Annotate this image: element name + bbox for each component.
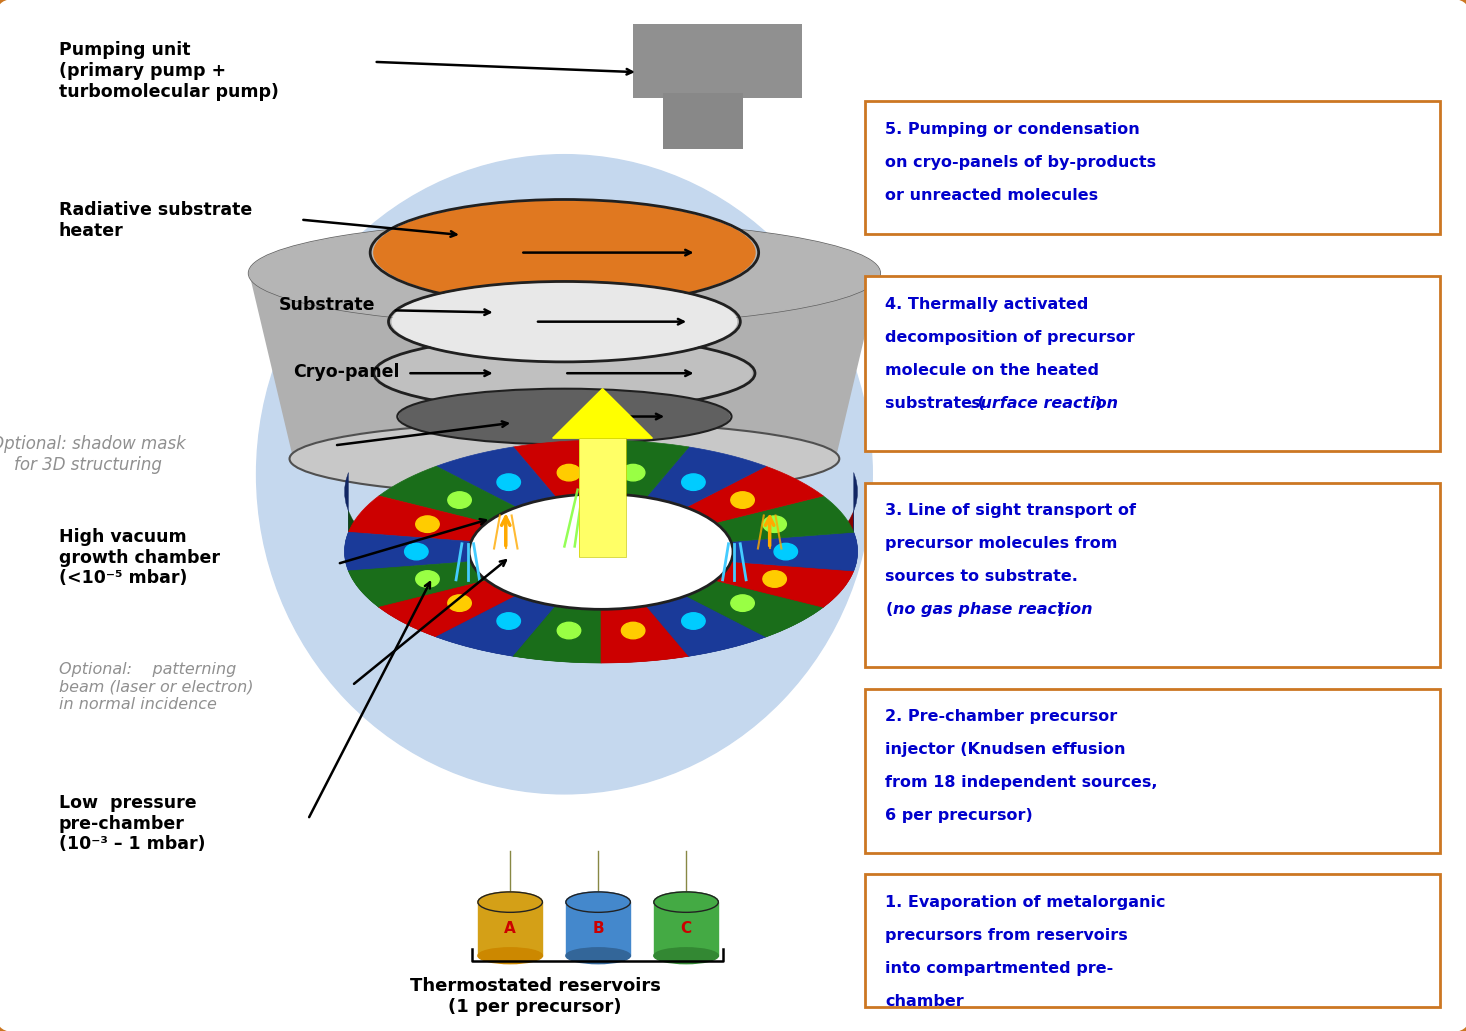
Polygon shape	[686, 580, 824, 637]
Polygon shape	[647, 596, 765, 656]
Bar	[663, 93, 743, 149]
Text: ): )	[1057, 602, 1064, 618]
Text: no gas phase reaction: no gas phase reaction	[893, 602, 1092, 618]
Polygon shape	[513, 606, 601, 663]
Polygon shape	[349, 562, 487, 607]
Text: Radiative substrate
heater: Radiative substrate heater	[59, 201, 252, 240]
Ellipse shape	[374, 201, 755, 304]
Circle shape	[622, 464, 645, 480]
Text: High vacuum
growth chamber
(<10⁻⁵ mbar): High vacuum growth chamber (<10⁻⁵ mbar)	[59, 528, 220, 588]
Polygon shape	[647, 447, 765, 507]
Polygon shape	[715, 562, 853, 607]
Polygon shape	[471, 510, 487, 580]
FancyBboxPatch shape	[865, 276, 1440, 451]
Text: B: B	[592, 922, 604, 936]
Polygon shape	[686, 530, 715, 596]
Polygon shape	[437, 596, 556, 656]
Polygon shape	[345, 532, 471, 571]
Bar	[478, 902, 542, 956]
Ellipse shape	[654, 947, 718, 964]
Text: Low  pressure
pre-chamber
(10⁻³ – 1 mbar): Low pressure pre-chamber (10⁻³ – 1 mbar)	[59, 794, 205, 854]
Ellipse shape	[289, 422, 839, 496]
Bar	[633, 24, 802, 98]
Polygon shape	[689, 577, 765, 656]
Polygon shape	[349, 511, 378, 607]
Text: 6 per precursor): 6 per precursor)	[885, 808, 1034, 824]
Text: sources to substrate.: sources to substrate.	[885, 569, 1079, 585]
Circle shape	[622, 623, 645, 639]
Polygon shape	[378, 580, 516, 637]
Circle shape	[447, 595, 471, 611]
Text: C: C	[680, 922, 692, 936]
Polygon shape	[601, 596, 689, 663]
Polygon shape	[715, 496, 853, 541]
Text: injector (Knudsen effusion: injector (Knudsen effusion	[885, 742, 1126, 758]
Polygon shape	[601, 555, 647, 609]
Text: or unreacted molecules: or unreacted molecules	[885, 188, 1098, 203]
Polygon shape	[513, 596, 601, 663]
Text: Cryo-panel: Cryo-panel	[293, 363, 400, 380]
FancyBboxPatch shape	[865, 101, 1440, 234]
Polygon shape	[853, 472, 858, 571]
FancyBboxPatch shape	[865, 483, 1440, 667]
Polygon shape	[553, 389, 652, 438]
Ellipse shape	[566, 892, 630, 912]
Polygon shape	[732, 491, 733, 562]
Text: into compartmented pre-: into compartmented pre-	[885, 961, 1114, 976]
Polygon shape	[345, 472, 349, 571]
Polygon shape	[487, 530, 516, 596]
Ellipse shape	[654, 892, 718, 912]
Polygon shape	[378, 547, 437, 637]
Circle shape	[774, 543, 798, 560]
Text: decomposition of precursor: decomposition of precursor	[885, 330, 1135, 345]
Circle shape	[762, 571, 786, 588]
Bar	[566, 902, 630, 956]
Polygon shape	[249, 273, 880, 459]
Circle shape	[682, 612, 705, 629]
Polygon shape	[647, 545, 686, 606]
Ellipse shape	[257, 155, 872, 794]
Circle shape	[416, 516, 440, 532]
Polygon shape	[765, 547, 824, 637]
Polygon shape	[437, 447, 556, 507]
Ellipse shape	[391, 282, 736, 361]
Circle shape	[682, 474, 705, 491]
Ellipse shape	[478, 947, 542, 964]
Text: precursor molecules from: precursor molecules from	[885, 536, 1119, 552]
Polygon shape	[601, 606, 689, 663]
Text: (: (	[885, 602, 893, 618]
Text: chamber: chamber	[885, 994, 965, 1009]
Polygon shape	[556, 555, 601, 609]
Ellipse shape	[469, 494, 733, 609]
Text: Optional:    patterning
beam (laser or electron)
in normal incidence: Optional: patterning beam (laser or elec…	[59, 662, 254, 711]
Polygon shape	[601, 440, 689, 497]
Polygon shape	[516, 545, 556, 606]
Polygon shape	[715, 510, 732, 580]
Ellipse shape	[377, 338, 751, 408]
Circle shape	[557, 464, 581, 480]
Text: Substrate: Substrate	[279, 296, 375, 313]
Circle shape	[497, 612, 520, 629]
Polygon shape	[513, 440, 601, 497]
Polygon shape	[686, 466, 824, 523]
Circle shape	[497, 474, 520, 491]
Circle shape	[416, 571, 440, 588]
Circle shape	[557, 623, 581, 639]
Text: 4. Thermally activated: 4. Thermally activated	[885, 297, 1089, 312]
Ellipse shape	[399, 390, 730, 443]
Text: ): )	[1095, 396, 1102, 411]
Polygon shape	[378, 466, 516, 523]
Polygon shape	[824, 511, 853, 607]
Text: 5. Pumping or condensation: 5. Pumping or condensation	[885, 122, 1141, 137]
Circle shape	[762, 516, 786, 532]
Text: Thermostated reservoirs
(1 per precursor): Thermostated reservoirs (1 per precursor…	[409, 977, 661, 1017]
FancyBboxPatch shape	[865, 874, 1440, 1007]
Bar	[654, 902, 718, 956]
Ellipse shape	[249, 222, 880, 325]
Polygon shape	[732, 532, 858, 571]
Ellipse shape	[566, 947, 630, 964]
Text: 2. Pre-chamber precursor: 2. Pre-chamber precursor	[885, 709, 1117, 725]
Circle shape	[447, 492, 471, 508]
Text: precursors from reservoirs: precursors from reservoirs	[885, 928, 1129, 943]
